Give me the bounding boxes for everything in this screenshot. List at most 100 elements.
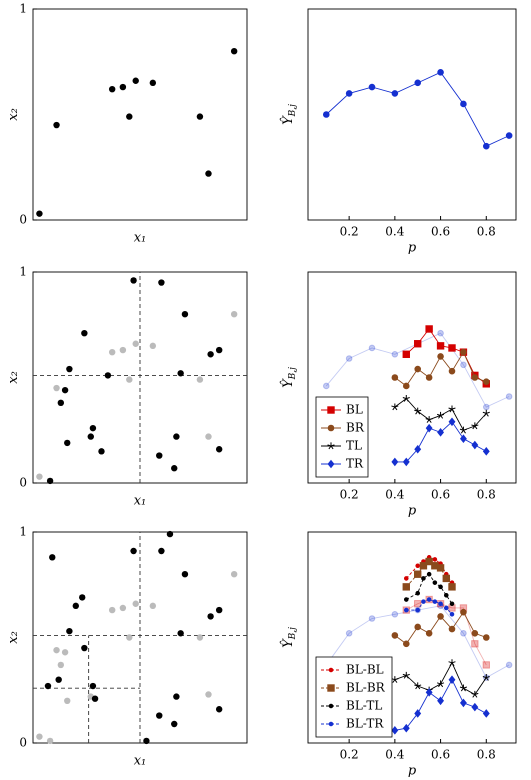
marker	[460, 361, 467, 369]
marker	[415, 607, 421, 613]
marker	[471, 690, 479, 698]
point	[89, 682, 97, 690]
x-tick-label: 0.2	[340, 488, 359, 502]
marker	[415, 563, 421, 569]
marker	[436, 564, 445, 572]
marker	[482, 403, 490, 411]
marker	[438, 584, 443, 590]
point	[181, 311, 189, 318]
marker	[449, 611, 455, 617]
point	[215, 346, 223, 354]
marker	[471, 440, 479, 450]
marker	[437, 428, 445, 437]
marker	[436, 680, 445, 688]
point	[149, 602, 157, 610]
y-axis-label-main: x₂	[6, 108, 21, 121]
legend-label: BR	[346, 421, 365, 435]
point	[126, 634, 133, 641]
y-axis-label: x₂	[6, 371, 21, 384]
marker	[391, 90, 399, 97]
marker	[421, 576, 426, 581]
marker	[482, 661, 490, 669]
y-axis-label-main: Ŷ	[280, 638, 296, 648]
point	[196, 113, 204, 120]
marker	[443, 605, 449, 611]
point	[215, 706, 223, 713]
x-tick-label: 0.2	[340, 225, 359, 239]
marker	[482, 673, 490, 681]
x-tick-label: 0.4	[385, 488, 404, 502]
marker	[482, 447, 490, 456]
point	[156, 452, 163, 459]
point	[72, 602, 80, 610]
marker	[419, 562, 428, 570]
marker	[432, 580, 438, 585]
marker	[505, 661, 513, 669]
point	[177, 630, 184, 637]
point	[108, 348, 116, 356]
series-line	[394, 661, 487, 696]
point	[158, 547, 165, 555]
marker	[460, 100, 467, 108]
y-axis-label: x₂	[6, 108, 21, 121]
point	[156, 712, 163, 719]
point	[89, 424, 97, 432]
x-axis-label: x₁	[134, 494, 147, 509]
marker	[425, 325, 433, 333]
marker	[402, 671, 410, 679]
marker	[425, 423, 433, 433]
point	[215, 606, 223, 614]
marker	[448, 675, 456, 685]
legend: BL-BL BL-BR BL-TL BL-TR	[315, 656, 393, 738]
point	[149, 79, 157, 87]
x-axis-label: x₁	[134, 754, 147, 769]
point	[36, 733, 43, 740]
y-axis-label-main: Ŷ	[280, 115, 296, 125]
marker	[460, 348, 467, 356]
point	[132, 77, 139, 84]
marker	[482, 709, 490, 718]
marker	[402, 583, 410, 591]
marker	[402, 640, 410, 648]
plot-frame	[307, 531, 517, 744]
y-axis-label: ŶB,j	[280, 367, 298, 388]
point	[230, 571, 238, 578]
point	[196, 634, 204, 641]
y-axis-label-sub: B,j	[288, 104, 298, 117]
point	[207, 613, 214, 620]
y-axis-label-sub: B,j	[288, 367, 298, 380]
marker	[345, 355, 353, 362]
point	[158, 279, 165, 286]
point	[108, 85, 116, 93]
x-tick-label: 0.4	[385, 225, 404, 239]
x-axis-label: p	[408, 504, 417, 519]
marker	[345, 629, 353, 637]
point	[173, 433, 180, 440]
x-tick-label: 0.8	[477, 748, 496, 762]
plot-frame	[307, 8, 517, 221]
point	[79, 594, 86, 601]
point	[53, 384, 60, 392]
point	[230, 311, 238, 318]
x-tick-label: 0.4	[385, 748, 404, 762]
marker	[391, 374, 399, 381]
marker	[391, 457, 399, 467]
point	[126, 376, 133, 383]
series-line	[394, 421, 487, 463]
legend-label: BL-BR	[346, 681, 386, 695]
marker	[425, 374, 433, 381]
marker	[425, 557, 433, 566]
point	[207, 351, 214, 358]
marker	[471, 629, 479, 637]
marker	[482, 409, 490, 417]
point	[149, 342, 157, 350]
legend-marker	[327, 442, 335, 450]
marker	[437, 613, 444, 620]
point	[44, 682, 52, 690]
legend-marker	[327, 424, 335, 432]
legend-label: BL-BL	[346, 663, 384, 677]
point	[91, 695, 99, 702]
marker	[436, 342, 445, 350]
marker	[421, 599, 426, 604]
x-axis-label: x₁	[134, 231, 147, 246]
